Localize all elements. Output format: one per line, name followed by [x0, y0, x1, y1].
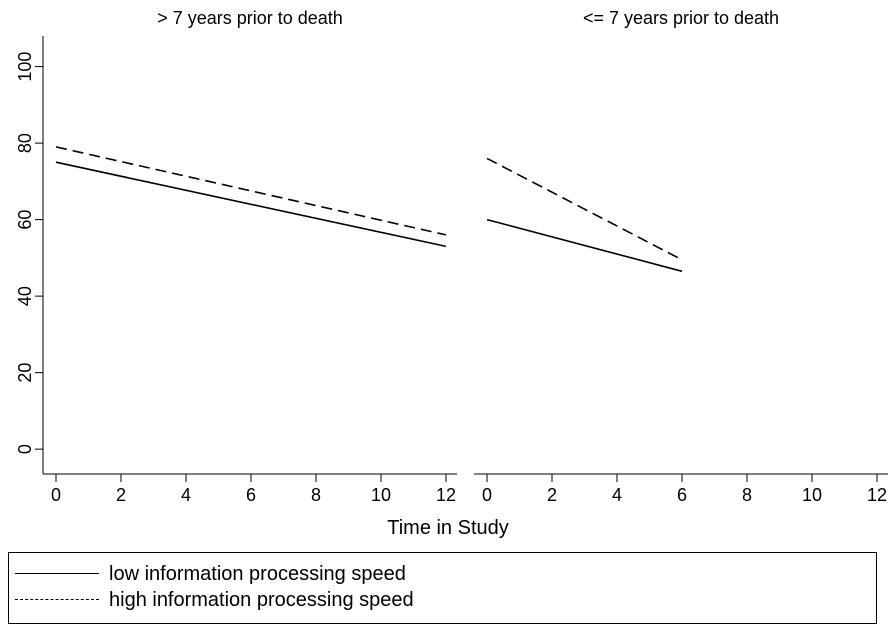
series-line-low [486, 218, 683, 273]
x-tick-label: 8 [742, 485, 752, 505]
legend: low information processing speed high in… [8, 552, 877, 624]
panel-title: <= 7 years prior to death [583, 8, 779, 28]
x-tick-label: 8 [311, 485, 321, 505]
x-tick-label: 0 [51, 485, 61, 505]
x-tick-label: 12 [867, 485, 887, 505]
y-tick-label: 80 [15, 133, 35, 153]
x-tick-label: 10 [802, 485, 822, 505]
x-tick-label: 12 [436, 485, 456, 505]
y-tick-label: 100 [15, 52, 35, 82]
series-line-high [486, 157, 683, 261]
legend-label-low: low information processing speed [109, 563, 406, 585]
y-tick-label: 20 [15, 363, 35, 383]
y-tick-label: 0 [15, 444, 35, 454]
x-axis-label: Time in Study [387, 517, 509, 539]
x-tick-label: 6 [677, 485, 687, 505]
panel-7-years-or-less: <= 7 years prior to death 0 2 4 6 8 10 12 [474, 8, 888, 505]
series-line-low [55, 161, 447, 248]
chart: > 7 years prior to death 0 2 4 6 8 10 12 <= 7 y… [15, 8, 888, 539]
x-tick-label: 0 [482, 485, 492, 505]
x-tick-label: 2 [116, 485, 126, 505]
panel-title: > 7 years prior to death [157, 8, 343, 28]
solid-line-swatch-icon [15, 573, 99, 574]
x-tick-label: 10 [371, 485, 391, 505]
x-tick-label: 2 [547, 485, 557, 505]
y-tick-label: 40 [15, 286, 35, 306]
x-tick-label: 4 [181, 485, 191, 505]
panel-over-7-years: > 7 years prior to death 0 2 4 6 8 10 12 [43, 8, 457, 505]
dashed-line-swatch-icon [15, 599, 99, 600]
x-tick-label: 4 [612, 485, 622, 505]
x-tick-label: 6 [246, 485, 256, 505]
series-line-high [55, 146, 447, 236]
y-axis: 0 20 40 60 80 100 [15, 36, 44, 474]
legend-label-high: high information processing speed [109, 589, 414, 611]
y-tick-label: 60 [15, 210, 35, 230]
